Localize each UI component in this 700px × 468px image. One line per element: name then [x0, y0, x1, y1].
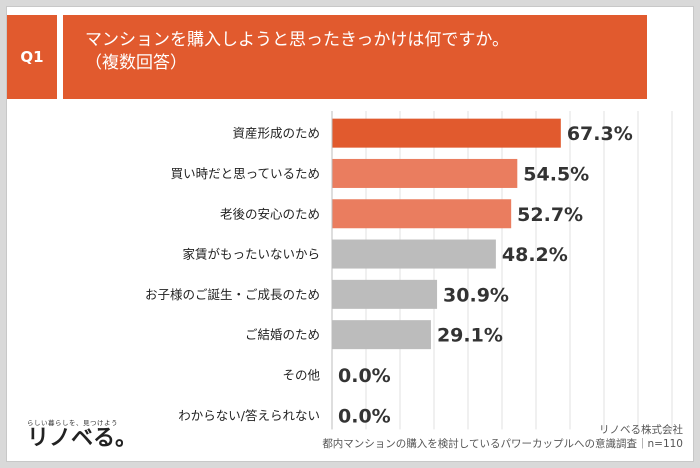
value-label: 30.9% — [443, 284, 509, 306]
bar — [332, 279, 438, 309]
value-label: 67.3% — [567, 123, 633, 145]
category-label: 家賃がもったいないから — [182, 247, 320, 262]
bar — [332, 320, 431, 350]
question-title-line2: （複数回答） — [85, 53, 187, 73]
bar — [332, 239, 496, 269]
question-title-line1: マンションを購入しようと思ったきっかけは何ですか。 — [85, 30, 509, 50]
logo-name: リノベる。 — [27, 426, 138, 451]
bar-chart: 資産形成のため 67.3% 買い時だと思っているため 54.5% 老後の安心のため 52.… — [145, 111, 673, 430]
category-label: 老後の安心のため — [220, 206, 320, 221]
company-logo: らしい暮らしを、見つけよう リノベる。 — [27, 417, 137, 451]
value-label: 54.5% — [523, 163, 589, 185]
value-label: 0.0% — [338, 405, 391, 427]
question-banner: マンションを購入しようと思ったきっかけは何ですか。 （複数回答） — [63, 15, 647, 99]
value-label: 0.0% — [338, 365, 391, 387]
bar — [332, 199, 512, 229]
category-label: 買い時だと思っているため — [171, 166, 320, 181]
category-label: ご結婚のため — [245, 327, 320, 342]
bar — [332, 158, 518, 188]
category-label: お子様のご誕生・ご成長のため — [145, 287, 320, 302]
chart-card: 資産形成のため 67.3% 買い時だと思っているため 54.5% 老後の安心のため 52.… — [6, 6, 694, 462]
bar — [332, 118, 561, 148]
question-number-badge: Q1 — [7, 15, 57, 99]
value-label: 52.7% — [517, 204, 583, 226]
logo-tagline: らしい暮らしを、見つけよう — [27, 419, 118, 427]
value-label: 48.2% — [502, 244, 568, 266]
footer-source: リノベる株式会社 都内マンションの購入を検討しているパワーカップルへの意識調査｜… — [322, 423, 683, 451]
category-label: その他 — [282, 367, 320, 382]
footer-company: リノベる株式会社 — [599, 424, 683, 436]
category-label: 資産形成のため — [232, 126, 320, 141]
footer-survey: 都内マンションの購入を検討しているパワーカップルへの意識調査｜n=110 — [322, 438, 683, 450]
category-label: わからない/答えられない — [178, 408, 320, 423]
value-label: 29.1% — [437, 325, 503, 347]
